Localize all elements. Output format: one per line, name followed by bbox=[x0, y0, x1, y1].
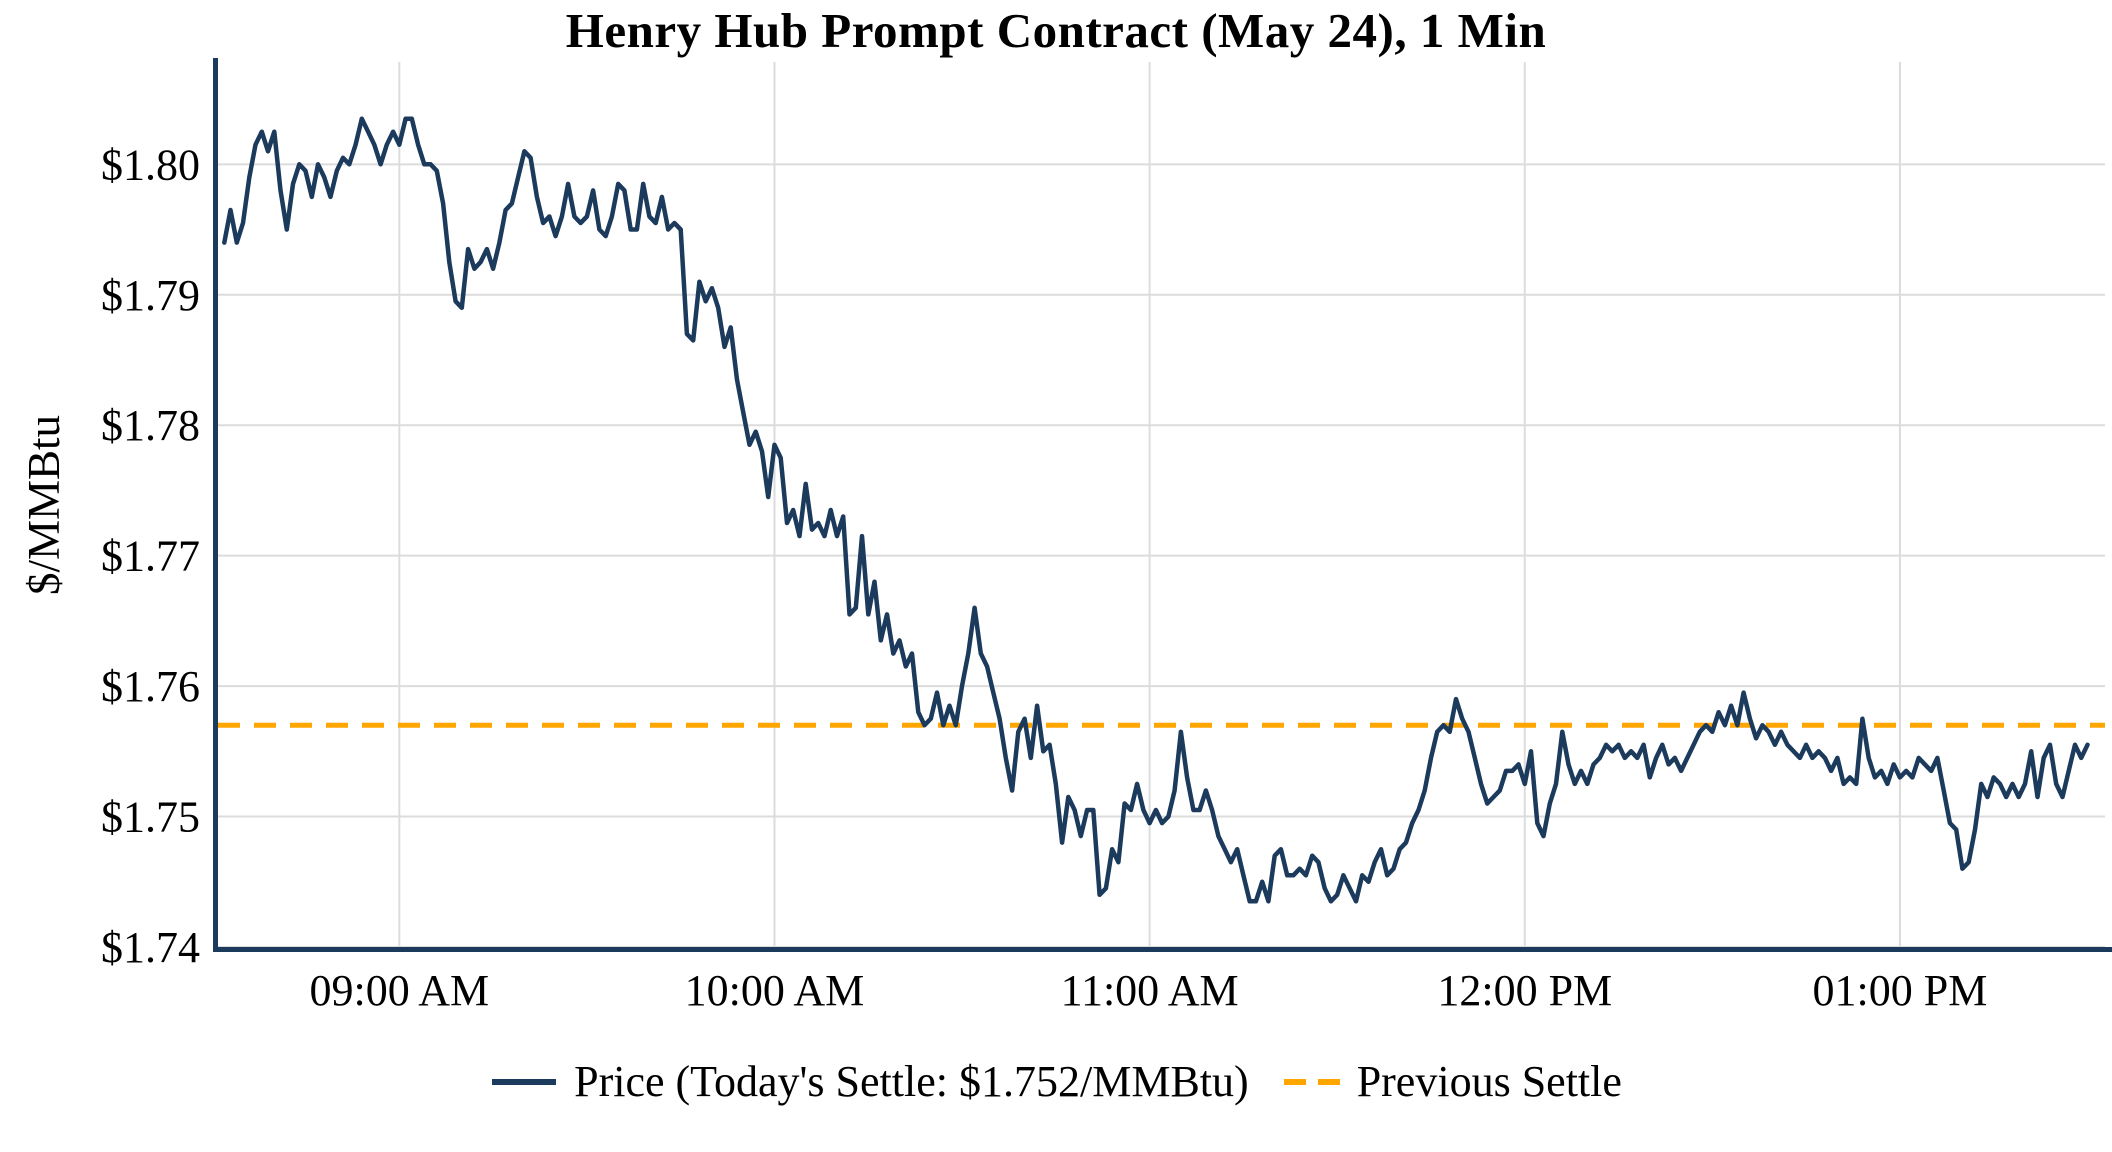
chart-title: Henry Hub Prompt Contract (May 24), 1 Mi… bbox=[565, 3, 1547, 58]
legend-item-price: Price (Today's Settle: $1.752/MMBtu) bbox=[490, 1056, 1249, 1107]
x-tick-label: 09:00 AM bbox=[309, 966, 489, 1015]
chart-legend: Price (Today's Settle: $1.752/MMBtu) Pre… bbox=[0, 1056, 2112, 1107]
y-tick-label: $1.76 bbox=[101, 662, 200, 711]
legend-settle-label: Previous Settle bbox=[1356, 1057, 1622, 1106]
previous-settle-swatch bbox=[1283, 1078, 1342, 1085]
legend-item-previous-settle: Previous Settle bbox=[1283, 1056, 1622, 1107]
price-line bbox=[222, 116, 2090, 904]
y-tick-label: $1.80 bbox=[101, 140, 200, 189]
y-tick-label: $1.74 bbox=[101, 923, 200, 972]
x-tick-label: 11:00 AM bbox=[1061, 966, 1239, 1015]
y-tick-label: $1.75 bbox=[101, 793, 200, 842]
y-tick-label: $1.78 bbox=[101, 401, 200, 450]
y-tick-label: $1.77 bbox=[101, 532, 200, 581]
x-tick-label: 12:00 PM bbox=[1437, 966, 1612, 1015]
x-tick-label: 01:00 PM bbox=[1813, 966, 1988, 1015]
price-chart: $1.74 $1.75 $1.76 $1.77 $1.78 $1.79 $1.80 09:00… bbox=[101, 58, 2112, 1015]
x-axis-spine bbox=[213, 947, 2112, 952]
y-tick-label: $1.79 bbox=[101, 271, 200, 320]
x-tick-label: 10:00 AM bbox=[685, 966, 865, 1015]
y-axis-spine bbox=[213, 58, 218, 952]
price-line-swatch bbox=[492, 1078, 557, 1085]
legend-price-label: Price (Today's Settle: $1.752/MMBtu) bbox=[574, 1057, 1249, 1106]
